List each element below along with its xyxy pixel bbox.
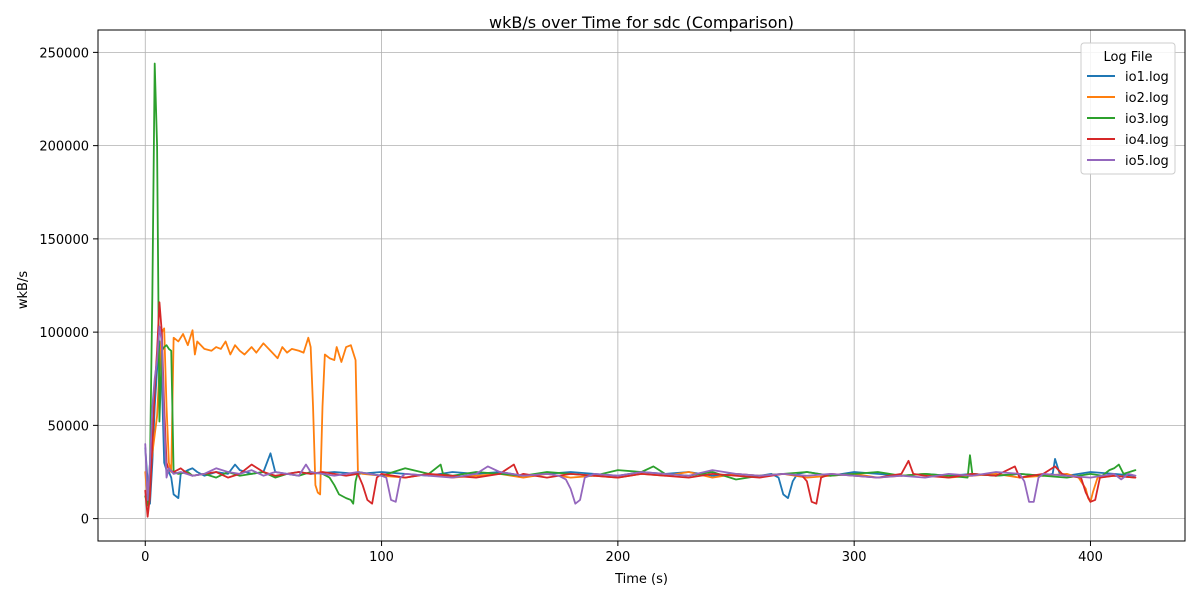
legend-label-3: io3.log [1125, 112, 1169, 127]
series-line-5 [144, 325, 1137, 505]
series-group [144, 62, 1137, 518]
x-axis-label: Time (s) [614, 572, 668, 587]
y-tick-label: 0 [81, 513, 89, 528]
x-axis-ticks: 0 100 200 300 400 [141, 541, 1103, 565]
legend-title: Log File [1103, 50, 1152, 65]
y-tick-label: 200000 [39, 140, 89, 155]
y-tick-label: 100000 [39, 326, 89, 341]
legend-label-2: io2.log [1125, 91, 1169, 106]
legend: Log File io1.log io2.log io3.log io4.log io5… [1080, 42, 1176, 175]
x-tick-label: 300 [842, 550, 867, 565]
legend-label-4: io4.log [1125, 133, 1169, 148]
chart-title: wkB/s over Time for sdc (Comparison) [489, 13, 794, 32]
legend-items: io1.log io2.log io3.log io4.log io5.log [1087, 70, 1169, 169]
y-axis-ticks: 0 50000 100000 150000 200000 250000 [39, 46, 98, 528]
y-tick-label: 150000 [39, 233, 89, 248]
grid [98, 30, 1185, 541]
legend-label-5: io5.log [1125, 154, 1169, 169]
x-tick-label: 200 [605, 550, 630, 565]
plot-frame [97, 29, 1186, 542]
x-tick-label: 400 [1078, 550, 1103, 565]
x-tick-label: 100 [369, 550, 394, 565]
legend-label-1: io1.log [1125, 70, 1169, 85]
y-tick-label: 50000 [48, 419, 89, 434]
y-tick-label: 250000 [39, 46, 89, 61]
y-axis-label: wkB/s [16, 271, 31, 309]
x-tick-label: 0 [141, 550, 149, 565]
